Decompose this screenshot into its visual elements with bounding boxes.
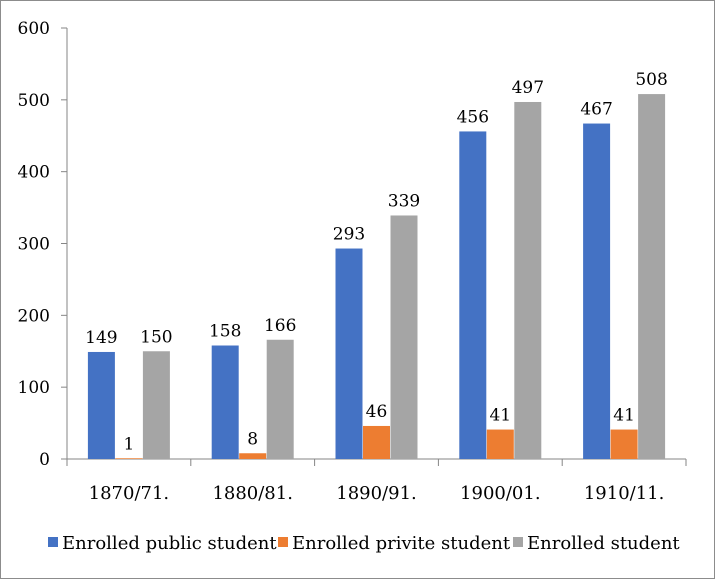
bar (87, 351, 115, 459)
bar (211, 345, 239, 459)
data-labels-group: 149 1 150 158 8 166 293 46 339 456 41 497 467 41 508 (85, 70, 668, 454)
bar (638, 94, 666, 459)
data-label: 158 (209, 322, 241, 342)
bars-group (87, 94, 666, 459)
data-label: 41 (489, 406, 511, 426)
bar (142, 351, 170, 459)
data-label: 467 (580, 100, 612, 120)
y-tick-label: 200 (18, 306, 50, 326)
data-label: 8 (247, 429, 258, 449)
data-label: 508 (635, 70, 667, 90)
data-label: 339 (388, 191, 420, 211)
y-tick-label: 400 (18, 163, 50, 183)
bar (335, 248, 363, 459)
y-tick-label: 100 (18, 378, 50, 398)
data-label: 293 (333, 225, 365, 245)
y-tick-label: 500 (18, 91, 50, 111)
data-label: 497 (512, 78, 544, 98)
bar (390, 215, 418, 459)
x-tick-label: 1880/81. (212, 483, 293, 504)
y-tick-label: 600 (18, 19, 50, 39)
bar (266, 339, 294, 459)
data-label: 149 (85, 328, 117, 348)
x-tick-label: 1890/91. (336, 483, 417, 504)
legend-swatch (48, 537, 58, 547)
bar (115, 458, 143, 459)
data-label: 41 (613, 406, 635, 426)
data-label: 456 (457, 107, 489, 127)
bar (610, 429, 638, 459)
data-label: 150 (140, 327, 172, 347)
bar (583, 123, 611, 459)
y-tick-label: 0 (39, 450, 50, 470)
axes-group: 0 100 200 300 400 500 600 1870/71. 1880/81. 1890/… (18, 19, 687, 504)
bar (239, 453, 267, 459)
bar (514, 101, 542, 459)
data-label: 1 (123, 434, 134, 454)
legend-label: Enrolled student (527, 533, 680, 554)
legend-swatch (278, 537, 288, 547)
legend-label: Enrolled privite student (292, 533, 511, 554)
data-label: 46 (366, 402, 388, 422)
x-tick-label: 1900/01. (460, 483, 541, 504)
bar (363, 425, 390, 459)
x-tick-label: 1870/71. (89, 483, 170, 504)
legend-label: Enrolled public student (62, 533, 277, 554)
bar (459, 131, 487, 459)
data-label: 166 (264, 316, 296, 336)
x-tick-label: 1910/11. (584, 483, 665, 504)
legend: Enrolled public student Enrolled privite … (48, 533, 680, 554)
legend-swatch (513, 537, 523, 547)
y-tick-label: 300 (18, 235, 50, 255)
bar (486, 429, 514, 459)
